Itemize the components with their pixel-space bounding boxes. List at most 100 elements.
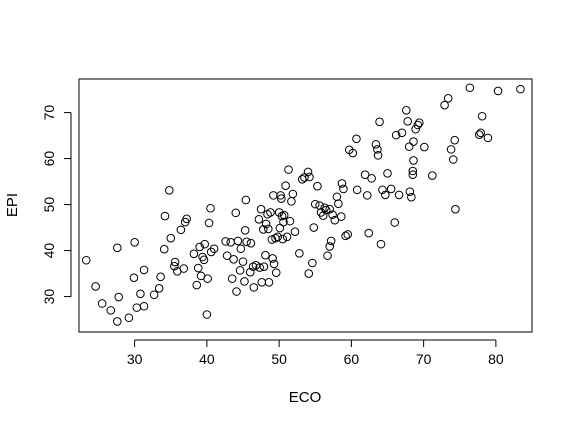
- data-point: [256, 204, 266, 214]
- x-tick-label: 40: [199, 351, 215, 367]
- data-point: [440, 100, 449, 110]
- data-point: [81, 255, 91, 265]
- data-point: [209, 244, 219, 254]
- data-point: [443, 94, 453, 103]
- data-point: [394, 190, 404, 200]
- data-point: [114, 292, 124, 302]
- data-point: [323, 251, 332, 260]
- data-point: [206, 203, 215, 213]
- data-point: [325, 204, 335, 214]
- data-point: [409, 156, 418, 165]
- data-point: [364, 228, 374, 238]
- y-tick-label: 30: [41, 289, 57, 305]
- data-point: [386, 184, 396, 194]
- data-point: [269, 259, 279, 269]
- data-point: [268, 254, 277, 263]
- data-point: [240, 226, 250, 235]
- data-point: [241, 195, 251, 205]
- data-point: [231, 208, 241, 218]
- x-tick-label: 70: [416, 351, 432, 367]
- x-tick-label: 60: [344, 351, 360, 367]
- data-point: [516, 84, 525, 94]
- data-point: [381, 190, 390, 200]
- data-point: [407, 192, 416, 202]
- data-point: [255, 263, 264, 272]
- data-point: [493, 86, 503, 96]
- data-point: [451, 204, 460, 214]
- data-point: [226, 238, 236, 247]
- data-point: [420, 142, 429, 152]
- data-point: [474, 130, 484, 139]
- data-point: [281, 181, 290, 191]
- data-point: [154, 284, 164, 293]
- x-tick-label: 80: [488, 351, 504, 367]
- data-point: [284, 165, 293, 174]
- data-point: [303, 167, 313, 177]
- data-point: [276, 191, 285, 200]
- x-axis: 30 40 50 60 70 80: [127, 339, 504, 367]
- data-point: [160, 211, 170, 221]
- data-point: [405, 187, 415, 196]
- data-point: [222, 251, 232, 260]
- data-point: [242, 237, 251, 247]
- data-point: [373, 151, 383, 160]
- data-point: [170, 261, 179, 271]
- data-point: [305, 172, 314, 182]
- data-point: [245, 267, 255, 277]
- data-point: [337, 179, 347, 188]
- x-tick-label: 50: [271, 351, 287, 367]
- data-point: [326, 236, 336, 246]
- data-point: [408, 166, 418, 176]
- data-point: [352, 185, 362, 195]
- data-point: [258, 225, 268, 234]
- data-point: [267, 235, 277, 244]
- data-point: [257, 278, 267, 287]
- data-point: [271, 268, 281, 277]
- data-point: [170, 257, 180, 267]
- data-point: [308, 258, 317, 268]
- data-point: [192, 280, 202, 290]
- data-point: [310, 199, 320, 209]
- data-point: [339, 184, 348, 194]
- data-point: [263, 224, 273, 234]
- data-point: [106, 306, 116, 315]
- data-point: [287, 197, 296, 206]
- data-point: [229, 255, 238, 264]
- data-point: [233, 236, 243, 246]
- data-point: [325, 242, 335, 251]
- data-point: [343, 230, 353, 239]
- data-point: [290, 227, 300, 237]
- data-point: [132, 303, 142, 312]
- data-point: [288, 189, 298, 199]
- data-point: [189, 249, 199, 259]
- data-point: [273, 232, 282, 242]
- data-point: [367, 174, 376, 183]
- data-point: [130, 238, 139, 247]
- data-point: [391, 130, 401, 140]
- data-point: [176, 225, 186, 235]
- data-point: [411, 124, 420, 134]
- y-axis: 30 40 50 60 70: [41, 105, 72, 305]
- data-point: [383, 169, 392, 178]
- data-point: [261, 250, 270, 260]
- data-point: [149, 290, 159, 300]
- data-point: [352, 134, 361, 144]
- data-point: [124, 313, 134, 323]
- data-point: [371, 140, 381, 149]
- data-point: [179, 264, 189, 273]
- data-point: [254, 215, 264, 224]
- data-point: [156, 272, 165, 282]
- data-point: [221, 237, 230, 246]
- data-point: [232, 287, 241, 296]
- data-point: [390, 218, 400, 227]
- data-points: [81, 83, 525, 326]
- data-point: [413, 120, 423, 130]
- data-point: [397, 128, 407, 138]
- data-point: [279, 210, 289, 220]
- data-point: [193, 263, 203, 273]
- data-point: [202, 310, 212, 319]
- y-tick-label: 70: [41, 105, 57, 121]
- data-point: [264, 278, 274, 287]
- data-point: [320, 203, 329, 213]
- data-point: [404, 142, 414, 151]
